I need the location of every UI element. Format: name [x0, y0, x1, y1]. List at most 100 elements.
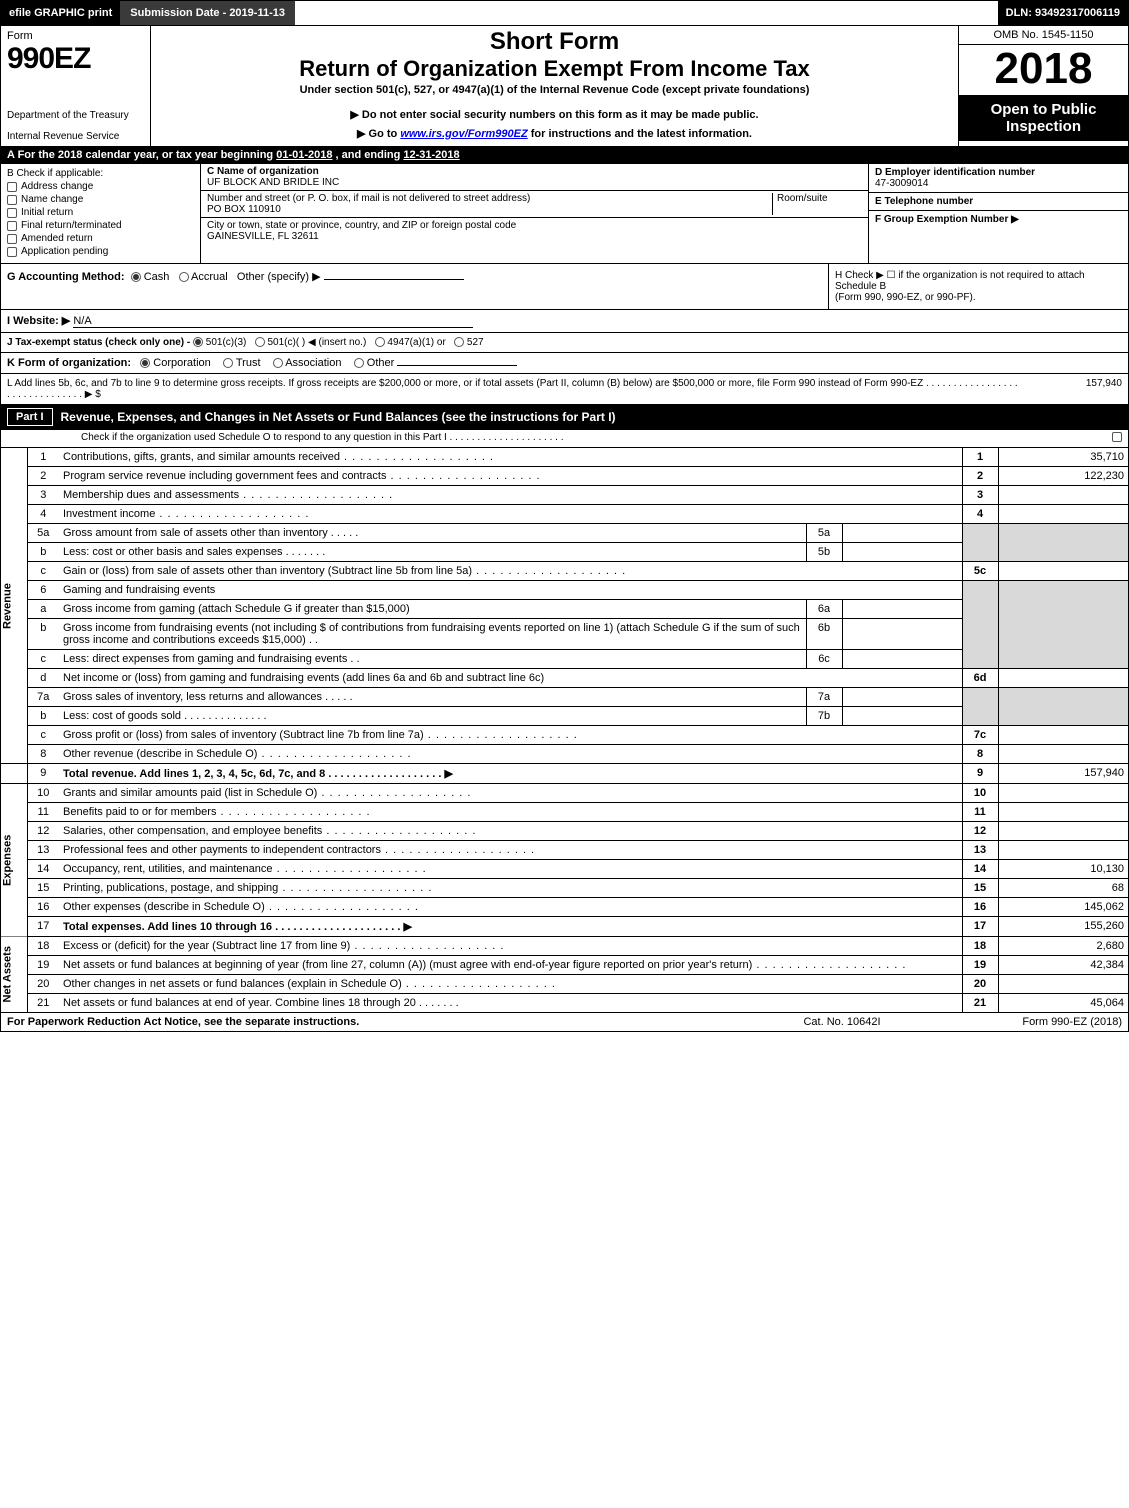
line-num: 12: [27, 822, 59, 841]
k-label: K Form of organization:: [7, 357, 131, 369]
i-value: N/A: [73, 315, 473, 328]
line-value: [998, 669, 1128, 688]
chk-label: Amended return: [21, 233, 93, 244]
j-o3: 4947(a)(1) or: [387, 337, 445, 348]
line-desc: Contributions, gifts, grants, and simila…: [59, 448, 962, 467]
line-desc: Gaming and fundraising events: [59, 581, 962, 600]
short-form-title: Short Form: [157, 28, 952, 56]
line-value: 2,680: [998, 937, 1128, 956]
line-value: [998, 745, 1128, 764]
part-1-subtext: Check if the organization used Schedule …: [81, 432, 563, 445]
box-g: G Accounting Method: Cash Accrual Other …: [1, 264, 828, 309]
box-b: B Check if applicable: Address change Na…: [1, 164, 201, 263]
line-rn: 4: [962, 505, 998, 524]
line-value: [998, 975, 1128, 994]
chk-name-change[interactable]: Name change: [7, 194, 194, 205]
line-desc: Occupancy, rent, utilities, and maintena…: [59, 860, 962, 879]
form-page: efile GRAPHIC print Submission Date - 20…: [0, 0, 1129, 1032]
chk-application-pending[interactable]: Application pending: [7, 246, 194, 257]
top-bar: efile GRAPHIC print Submission Date - 20…: [1, 1, 1128, 25]
mini-num: 7b: [806, 707, 842, 726]
k-o2: Trust: [236, 357, 261, 369]
chk-label: Final return/terminated: [21, 220, 122, 231]
row-i: I Website: ▶ N/A: [1, 309, 1128, 332]
irs-link[interactable]: www.irs.gov/Form990EZ: [400, 128, 527, 140]
line-num: 18: [27, 937, 59, 956]
line-rn: 16: [962, 898, 998, 917]
form-number: 990EZ: [7, 42, 144, 76]
radio-other-org[interactable]: [354, 358, 364, 368]
line-num: a: [27, 600, 59, 619]
mini-num: 6a: [806, 600, 842, 619]
radio-association[interactable]: [273, 358, 283, 368]
chk-initial-return[interactable]: Initial return: [7, 207, 194, 218]
line-value: 42,384: [998, 956, 1128, 975]
line-rn: 10: [962, 784, 998, 803]
chk-label: Name change: [21, 194, 83, 205]
box-h: H Check ▶ ☐ if the organization is not r…: [828, 264, 1128, 309]
mini-val: [842, 524, 962, 543]
line-desc: Grants and similar amounts paid (list in…: [59, 784, 962, 803]
line-desc: Gross income from fundraising events (no…: [59, 619, 806, 650]
efile-print-button[interactable]: efile GRAPHIC print: [1, 1, 120, 25]
line-num: c: [27, 562, 59, 581]
line-desc: Gross sales of inventory, less returns a…: [59, 688, 806, 707]
line-rn: 14: [962, 860, 998, 879]
line-value: 45,064: [998, 994, 1128, 1013]
line-value: 68: [998, 879, 1128, 898]
part-1-sub: Check if the organization used Schedule …: [1, 429, 1128, 447]
chk-address-change[interactable]: Address change: [7, 181, 194, 192]
line-value: [998, 822, 1128, 841]
g-other: Other (specify) ▶: [237, 271, 321, 283]
schedule-o-checkbox[interactable]: [1112, 432, 1122, 442]
line-desc: Total revenue. Add lines 1, 2, 3, 4, 5c,…: [59, 764, 962, 784]
grey-cell: [998, 581, 1128, 669]
radio-cash[interactable]: [131, 272, 141, 282]
f-group-label: F Group Exemption Number ▶: [875, 214, 1122, 225]
line-value: [998, 505, 1128, 524]
line-num: 20: [27, 975, 59, 994]
chk-amended-return[interactable]: Amended return: [7, 233, 194, 244]
grey-cell: [998, 524, 1128, 562]
goto-pre: ▶ Go to: [357, 128, 400, 140]
line-rn: 6d: [962, 669, 998, 688]
radio-corporation[interactable]: [140, 358, 150, 368]
open-to-public: Open to Public Inspection: [959, 95, 1128, 141]
cal-begin: 01-01-2018: [276, 149, 332, 161]
line-num: b: [27, 619, 59, 650]
chk-final-return[interactable]: Final return/terminated: [7, 220, 194, 231]
calendar-year-row: A For the 2018 calendar year, or tax yea…: [1, 146, 1128, 163]
line-num: 15: [27, 879, 59, 898]
d-ein-label: D Employer identification number: [875, 167, 1122, 178]
line-desc: Net assets or fund balances at end of ye…: [59, 994, 962, 1013]
line-desc: Gross profit or (loss) from sales of inv…: [59, 726, 962, 745]
radio-501c[interactable]: [255, 337, 265, 347]
entity-block: B Check if applicable: Address change Na…: [1, 163, 1128, 263]
mini-num: 5b: [806, 543, 842, 562]
line-desc: Gross amount from sale of assets other t…: [59, 524, 806, 543]
line-value: [998, 803, 1128, 822]
line-desc: Printing, publications, postage, and shi…: [59, 879, 962, 898]
radio-527[interactable]: [454, 337, 464, 347]
row-g-h: G Accounting Method: Cash Accrual Other …: [1, 263, 1128, 309]
radio-4947[interactable]: [375, 337, 385, 347]
radio-trust[interactable]: [223, 358, 233, 368]
form-word: Form: [7, 30, 144, 42]
line-num: c: [27, 726, 59, 745]
part-1-label: Part I: [7, 408, 53, 426]
line-desc: Gross income from gaming (attach Schedul…: [59, 600, 806, 619]
checkbox-icon: [7, 182, 17, 192]
dept-irs: Internal Revenue Service: [7, 131, 144, 142]
checkbox-icon: [7, 221, 17, 231]
radio-accrual[interactable]: [179, 272, 189, 282]
line-value: [998, 562, 1128, 581]
mini-num: 6b: [806, 619, 842, 650]
e-phone-label: E Telephone number: [875, 196, 1122, 207]
part-1-header: Part I Revenue, Expenses, and Changes in…: [1, 404, 1128, 429]
radio-501c3[interactable]: [193, 337, 203, 347]
submission-date-button[interactable]: Submission Date - 2019-11-13: [120, 1, 295, 25]
line-num: 9: [27, 764, 59, 784]
return-title: Return of Organization Exempt From Incom…: [157, 56, 952, 82]
box-c: C Name of organization UF BLOCK AND BRID…: [201, 164, 868, 263]
tax-year: 2018: [959, 45, 1128, 95]
